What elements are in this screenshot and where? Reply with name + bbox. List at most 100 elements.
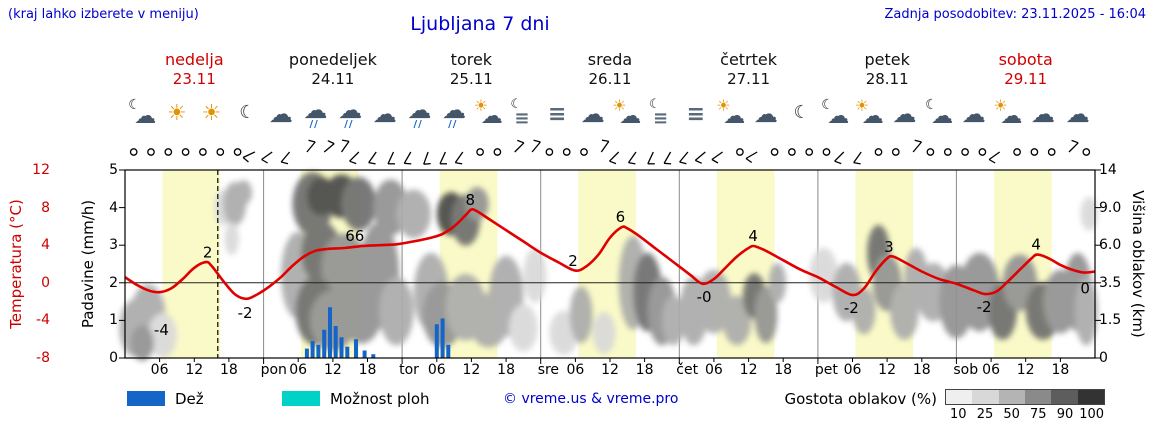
sun-glyph: ☀ <box>473 96 489 115</box>
weather-icon-rain: ☁// <box>299 98 333 134</box>
cloud-glyph: ☁ <box>268 100 293 128</box>
cloud-tick-6.0: 6.0 <box>1099 237 1122 254</box>
density-tick-50: 50 <box>1003 407 1020 422</box>
hour-label-3-6: 06 <box>566 362 585 378</box>
hour-label-6-12: 12 <box>1016 362 1035 378</box>
weather-icon-sun-cloud: ☀ ☁ <box>472 98 506 134</box>
day-name-torek: torek <box>450 50 493 69</box>
cloud-glyph: ☁ <box>1000 104 1023 129</box>
page-title: Ljubljana 7 dni <box>410 13 550 35</box>
precip-tick-0: 0 <box>109 350 118 366</box>
precip-tick-3: 3 <box>109 237 118 254</box>
cloud-glyph: ☁ <box>372 100 397 128</box>
day-date-27.11: 27.11 <box>727 70 771 88</box>
moon-glyph: ☾ <box>649 97 661 112</box>
hour-label-2-18: 18 <box>497 362 515 378</box>
density-segment-10 <box>946 390 973 404</box>
weather-icon-cloud: ☁ <box>888 98 922 134</box>
weather-icon-sun-cloud: ☀ ☁ <box>853 98 887 134</box>
hour-label-1-18: 18 <box>358 362 377 378</box>
weather-icon-cloud: ☁ <box>957 98 991 134</box>
svg-text:4: 4 <box>1031 235 1041 253</box>
density-segment-100 <box>1077 390 1104 404</box>
cloud-glyph: ☁ <box>892 100 917 128</box>
density-segment-75 <box>1024 390 1052 404</box>
hour-label-4-18: 18 <box>774 362 793 378</box>
day-date-28.11: 28.11 <box>865 70 909 88</box>
fog-glyph: ≡ <box>514 108 530 129</box>
fog-glyph: ≡ <box>686 102 706 127</box>
weather-icon-sun: ☀ <box>160 98 194 134</box>
day-name-ponedeljek: ponedeljek <box>288 50 377 69</box>
density-tick-90: 90 <box>1056 407 1074 422</box>
day-name-sobota: sobota <box>998 50 1053 69</box>
svg-text:-2: -2 <box>238 304 253 322</box>
hour-label-4-12: 12 <box>739 362 758 378</box>
hour-label-0-12: 12 <box>185 362 204 378</box>
svg-text:-4: -4 <box>154 321 169 339</box>
hour-label-5-6: 06 <box>843 362 862 378</box>
wind-barbs <box>129 139 1091 165</box>
sun-glyph: ☀ <box>167 101 187 126</box>
weather-icon-sun-cloud: ☀ ☁ <box>610 98 644 134</box>
cloud-glyph: ☁ <box>480 104 503 129</box>
sun-glyph: ☀ <box>612 96 627 115</box>
temperature-labels: -4 2 -2 66 8 2 6 -0 4 -2 3 -2 4 0 <box>154 191 1090 339</box>
cloud-tick-3.5: 3.5 <box>1099 274 1122 291</box>
day-date-23.11: 23.11 <box>172 70 216 88</box>
cloud-glyph: ☁ <box>1065 100 1090 128</box>
cloud-glyph: ☁ <box>580 100 605 128</box>
weather-icon-cloud: ☁ <box>368 98 402 134</box>
svg-text:66: 66 <box>345 227 364 245</box>
day-name-petek: petek <box>864 50 910 69</box>
cloud-density-gradient <box>945 389 1105 405</box>
weather-icon-sun: ☀ <box>195 98 229 134</box>
cloud-tick-1.5: 1.5 <box>1099 312 1122 329</box>
weather-icon-fog: ≡ <box>680 98 714 134</box>
density-tick-75: 75 <box>1030 407 1047 422</box>
hour-label-2-6: 06 <box>427 362 446 378</box>
day-abbrev-čet: čet <box>676 362 699 378</box>
moon-glyph: ☾ <box>128 97 141 113</box>
cloud-glyph: ☁ <box>338 96 363 124</box>
drops-glyph: // <box>344 119 354 130</box>
cloud-cover <box>119 172 1098 361</box>
cloud-glyph: ☁ <box>619 104 642 129</box>
precip-tick-2: 2 <box>109 274 118 291</box>
day-date-26.11: 26.11 <box>588 70 632 88</box>
weather-icon-moon-cloud: ☾ ☁ <box>125 98 159 134</box>
day-name-sreda: sreda <box>587 50 633 69</box>
hour-label-3-18: 18 <box>635 362 654 378</box>
cloud-glyph: ☁ <box>1031 100 1055 128</box>
hour-label-0-18: 18 <box>219 362 238 378</box>
day-date-24.11: 24.11 <box>311 70 355 88</box>
cloud-glyph: ☁ <box>861 104 884 129</box>
day-abbrev-pet: pet <box>814 362 838 378</box>
svg-text:-2: -2 <box>977 298 992 316</box>
rain-legend-label: Dež <box>175 390 204 408</box>
temp-tick-4: 4 <box>41 237 50 254</box>
day-abbrev-sob: sob <box>953 362 979 378</box>
rain-bars <box>304 307 451 358</box>
svg-text:2: 2 <box>568 252 578 270</box>
weather-icon-moon-fog: ☾ ≡ <box>645 98 679 134</box>
cloud-glyph: ☁ <box>303 96 328 124</box>
copyright-link[interactable]: © vreme.us & vreme.pro <box>503 391 679 407</box>
weather-icon-fog: ≡ <box>541 98 575 134</box>
svg-text:-0: -0 <box>697 288 712 306</box>
cloud-glyph: ☁ <box>407 96 432 124</box>
density-tick-10: 10 <box>950 407 967 422</box>
density-tick-25: 25 <box>976 407 994 422</box>
temp-tick--8: -8 <box>36 350 50 366</box>
weather-icon-cloud: ☁ <box>1026 98 1060 134</box>
drops-glyph: // <box>448 119 458 130</box>
precip-tick-4: 4 <box>109 199 118 216</box>
moon-glyph: ☾ <box>239 102 256 123</box>
axis-ticks <box>119 169 1101 364</box>
cloud-tick-14: 14 <box>1099 162 1117 178</box>
day-abbrev-pon: pon <box>260 362 287 378</box>
weather-icon-moon-fog: ☾ ≡ <box>506 98 540 134</box>
cloud-glyph: ☁ <box>442 96 467 124</box>
moon-glyph: ☾ <box>925 97 938 113</box>
svg-text:-2: -2 <box>844 299 859 317</box>
